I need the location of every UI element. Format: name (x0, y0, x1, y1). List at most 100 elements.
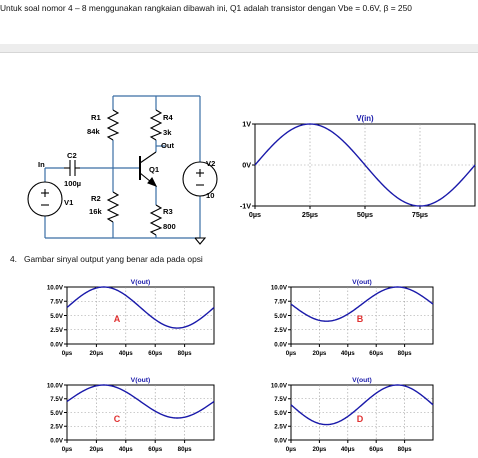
r3-resistor (149, 204, 163, 236)
x-tick-label: 40µs (341, 350, 355, 357)
chart-title: V(out) (131, 377, 151, 384)
question-text: Gambar sinyal output yang benar ada pada… (23, 254, 203, 264)
y-tick-label: 10.0V (271, 382, 288, 389)
option-label: A (114, 314, 121, 324)
x-tick-label: 0µs (62, 350, 73, 357)
chart-title: V(out) (352, 279, 372, 286)
y-tick-label: 2.5V (50, 424, 64, 431)
ground-symbol (194, 237, 207, 245)
y-tick-label: 5.0V (50, 313, 64, 320)
x-tick-label: 0µs (286, 446, 297, 453)
x-tick-label: 60µs (369, 446, 383, 453)
x-tick-label: 40µs (341, 446, 355, 453)
series-line (290, 286, 434, 322)
c2-value: 100µ (64, 179, 81, 188)
r4-value: 3k (163, 128, 172, 137)
x-tick-label: 60µs (148, 350, 162, 357)
x-tick-label: 20µs (312, 350, 326, 357)
v1-source (27, 181, 63, 217)
x-tick-label: 20µs (89, 446, 103, 453)
option-label: D (357, 414, 364, 424)
y-tick-label: 2.5V (274, 327, 288, 334)
x-tick-label: 0µs (62, 446, 73, 453)
chart-b: 10.0V 7.5V 5.0V 2.5V 0.0V 0µs 20µs 40µs 60µs 80µs… (271, 279, 434, 357)
x-tick-label: 0µs (286, 350, 297, 357)
y-tick-label: 0.0V (50, 341, 64, 348)
r1-label: R1 (91, 113, 101, 122)
v2-label: V2 (206, 159, 215, 168)
chart-a: 10.0V 7.5V 5.0V 2.5V 0.0V 0µs 20µs 40µs 60µs 80µs… (47, 279, 215, 357)
r3-label: R3 (163, 207, 173, 216)
r4-resistor (149, 109, 163, 141)
r4-label: R4 (163, 113, 173, 122)
chart-title: V(out) (352, 377, 372, 384)
y-tick-label: 10.0V (47, 382, 64, 389)
x-tick-label: 40µs (119, 446, 133, 453)
y-tick-label: 0.0V (274, 437, 288, 444)
x-tick-label: 80µs (178, 350, 192, 357)
q1-label: Q1 (149, 165, 160, 174)
x-tick-label: 25µs (302, 210, 318, 219)
divider-line (0, 52, 478, 53)
x-tick-label: 0µs (249, 210, 261, 219)
y-tick-label: 10.0V (47, 284, 64, 291)
x-tick-label: 60µs (148, 446, 162, 453)
y-tick-label: 5.0V (50, 410, 64, 417)
series-line (254, 123, 476, 207)
question-4: 4. Gambar sinyal output yang benar ada p… (10, 254, 203, 264)
chart-title: V(in) (356, 114, 374, 123)
y-tick-label: 7.5V (50, 396, 64, 403)
c2-label: C2 (67, 151, 77, 160)
r1-value: 84k (87, 127, 100, 136)
chart-title: V(out) (131, 279, 151, 286)
out-label: Out (161, 141, 175, 150)
v2-value: 10 (206, 191, 214, 200)
x-tick-label: 80µs (178, 446, 192, 453)
series-line (66, 384, 215, 419)
c2-capacitor (64, 160, 80, 176)
r3-value: 800 (163, 222, 176, 231)
y-tick-label: 2.5V (50, 327, 64, 334)
y-tick-label: 0.0V (274, 341, 288, 348)
y-tick-label: 10.0V (271, 284, 288, 291)
r1-resistor (106, 109, 120, 141)
circuit-labels: R1 84k R4 3k Out C2 100µ In Q1 R2 16k V1… (38, 113, 215, 231)
r2-label: R2 (91, 194, 101, 203)
y-tick-label: 7.5V (274, 396, 288, 403)
v1-label: V1 (64, 198, 74, 207)
y-tick-label: 7.5V (50, 299, 64, 306)
y-tick-label: 0V (242, 160, 251, 169)
q1-transistor (139, 151, 158, 188)
y-tick-label: 1V (242, 119, 251, 128)
divider-band (0, 44, 478, 52)
y-tick-label: 5.0V (274, 313, 288, 320)
y-tick-label: 5.0V (274, 410, 288, 417)
x-tick-label: 80µs (398, 446, 412, 453)
option-label: C (114, 414, 121, 424)
question-number: 4. (10, 254, 17, 264)
chart-d: 10.0V 7.5V 5.0V 2.5V 0.0V 0µs 20µs 40µs 60µs 80µs… (271, 377, 434, 453)
y-tick-label: 0.0V (50, 437, 64, 444)
x-tick-label: 75µs (412, 210, 428, 219)
x-tick-label: 20µs (89, 350, 103, 357)
y-tick-label: 7.5V (274, 299, 288, 306)
x-tick-label: 40µs (119, 350, 133, 357)
circuit-components (27, 109, 218, 236)
r2-value: 16k (89, 207, 102, 216)
in-label: In (38, 160, 45, 169)
option-label: B (357, 314, 364, 324)
r2-resistor (106, 191, 120, 223)
x-tick-label: 50µs (357, 210, 373, 219)
x-tick-label: 80µs (398, 350, 412, 357)
series-line (66, 286, 215, 329)
chart-c: 10.0V 7.5V 5.0V 2.5V 0.0V 0µs 20µs 40µs 60µs 80µs… (47, 377, 215, 453)
y-tick-label: 2.5V (274, 424, 288, 431)
x-tick-label: 20µs (312, 446, 326, 453)
v2-source (182, 161, 218, 197)
y-tick-label: -1V (240, 201, 251, 210)
x-tick-label: 60µs (369, 350, 383, 357)
circuit-wires (44, 95, 201, 239)
